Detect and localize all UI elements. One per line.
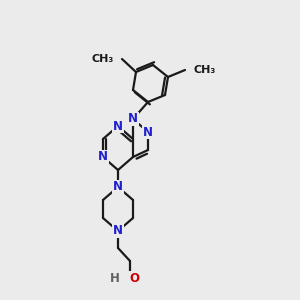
Text: N: N (113, 224, 123, 238)
Text: CH₃: CH₃ (92, 54, 114, 64)
Text: CH₃: CH₃ (193, 65, 215, 75)
Text: H: H (110, 272, 120, 284)
Text: N: N (128, 112, 138, 125)
Text: N: N (98, 151, 108, 164)
Text: N: N (113, 119, 123, 133)
Text: N: N (143, 125, 153, 139)
Text: O: O (129, 272, 139, 284)
Text: N: N (113, 181, 123, 194)
